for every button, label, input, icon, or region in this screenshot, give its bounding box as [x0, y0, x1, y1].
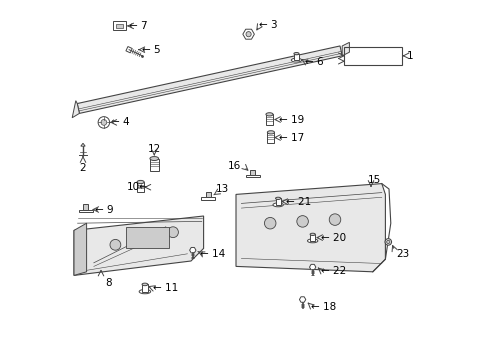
Bar: [201, 197, 216, 200]
Circle shape: [168, 227, 178, 238]
Bar: [310, 234, 315, 241]
Bar: [275, 198, 281, 205]
Text: ← 6: ← 6: [305, 57, 323, 67]
Text: ← 18: ← 18: [311, 302, 336, 312]
Text: 23: 23: [396, 249, 410, 259]
Polygon shape: [74, 223, 87, 275]
Bar: [150, 158, 159, 171]
Text: ← 19: ← 19: [279, 114, 304, 125]
Bar: [142, 284, 148, 292]
Ellipse shape: [137, 180, 144, 184]
Text: ← 14: ← 14: [200, 249, 225, 259]
Circle shape: [101, 120, 107, 125]
Text: 2: 2: [80, 163, 86, 173]
Bar: [83, 204, 88, 210]
Text: ← 20: ← 20: [321, 233, 346, 243]
Polygon shape: [126, 46, 132, 53]
Ellipse shape: [310, 233, 315, 235]
Ellipse shape: [142, 283, 148, 286]
Polygon shape: [72, 101, 79, 118]
Text: ← 21: ← 21: [286, 197, 312, 207]
Text: ← 17: ← 17: [279, 132, 304, 143]
Ellipse shape: [308, 239, 318, 243]
Circle shape: [385, 239, 392, 245]
Text: 13: 13: [216, 184, 229, 194]
Polygon shape: [74, 216, 204, 275]
Text: 16: 16: [227, 161, 241, 171]
Bar: [250, 170, 255, 175]
Ellipse shape: [291, 58, 302, 62]
Polygon shape: [310, 264, 316, 270]
Text: ← 4: ← 4: [111, 117, 130, 127]
Polygon shape: [299, 297, 306, 302]
Circle shape: [110, 239, 121, 250]
Bar: [294, 54, 299, 60]
Ellipse shape: [139, 289, 151, 294]
Bar: [79, 210, 93, 212]
Circle shape: [297, 216, 308, 227]
Text: 8: 8: [105, 278, 112, 288]
Bar: [117, 24, 123, 28]
Bar: [137, 182, 144, 192]
Text: ← 5: ← 5: [143, 45, 161, 55]
Circle shape: [329, 214, 341, 225]
Text: 15: 15: [368, 175, 381, 185]
Ellipse shape: [150, 157, 159, 161]
Text: 12: 12: [147, 144, 161, 154]
Ellipse shape: [268, 131, 274, 134]
Bar: [245, 175, 260, 177]
Polygon shape: [81, 143, 85, 146]
Bar: [266, 114, 273, 125]
Circle shape: [387, 240, 390, 243]
Text: 1: 1: [407, 51, 414, 61]
Text: 10←: 10←: [126, 182, 148, 192]
Circle shape: [246, 32, 251, 37]
Text: ← 22: ← 22: [320, 266, 346, 276]
Text: ← 7: ← 7: [129, 21, 147, 31]
Polygon shape: [342, 42, 349, 56]
Circle shape: [265, 217, 276, 229]
Bar: [268, 132, 274, 143]
Text: ← 9: ← 9: [95, 204, 113, 215]
Bar: [344, 47, 402, 65]
Ellipse shape: [273, 203, 283, 207]
Ellipse shape: [275, 197, 281, 199]
Text: ← 3: ← 3: [259, 20, 278, 30]
Text: ← 11: ← 11: [153, 283, 178, 293]
Bar: [126, 227, 170, 248]
Bar: [206, 192, 211, 197]
Ellipse shape: [294, 53, 299, 55]
Ellipse shape: [266, 113, 273, 116]
Polygon shape: [236, 184, 386, 272]
Circle shape: [98, 117, 110, 128]
Polygon shape: [190, 247, 196, 253]
Polygon shape: [77, 46, 342, 113]
Polygon shape: [243, 29, 254, 39]
Circle shape: [139, 232, 149, 243]
Bar: [113, 21, 126, 31]
